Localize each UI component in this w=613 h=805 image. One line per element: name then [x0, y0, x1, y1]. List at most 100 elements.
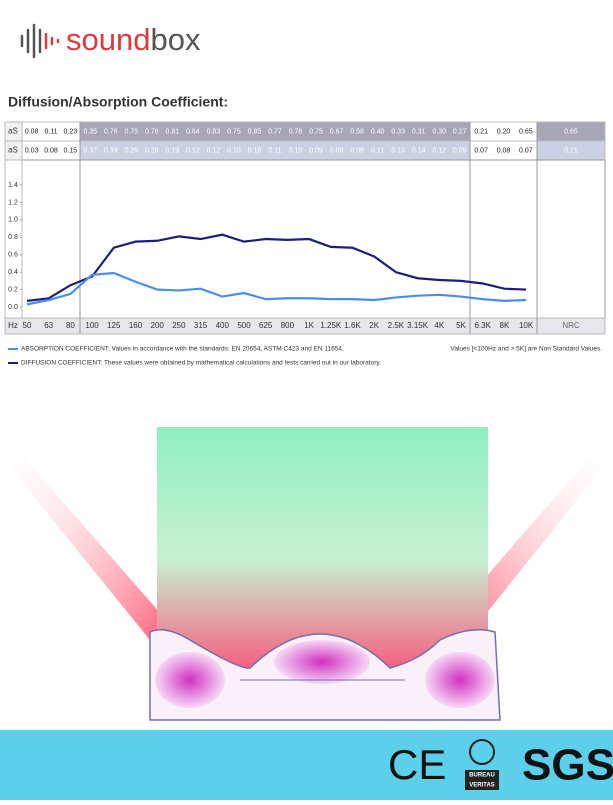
table-cell: 0.30 [432, 128, 446, 135]
y-tick-label: 0.4 [8, 269, 18, 276]
bv-box [465, 770, 499, 790]
y-tick-label: 0.6 [8, 252, 18, 259]
bv-a: BUREAU [469, 773, 495, 779]
table-cell: 0.07 [474, 147, 488, 154]
x-tick-label: 2K [369, 321, 379, 330]
table-cell: 0.11 [371, 147, 384, 154]
table-cell: 0.10 [227, 147, 241, 154]
table-cell: 0.08 [44, 147, 58, 154]
table-cell: 0.33 [391, 128, 405, 135]
x-tick-label: 315 [194, 321, 208, 330]
x-tick-label: 80 [66, 321, 75, 330]
x-tick-label: 2.5K [388, 321, 405, 330]
y-tick-label: 1.2 [8, 199, 18, 206]
table-cell: 0.09 [330, 147, 344, 154]
table-cell: 0.27 [453, 128, 467, 135]
y-tick-label: 1.0 [8, 217, 18, 224]
table-cell: 0.08 [497, 147, 511, 154]
bv-seal [469, 739, 495, 765]
table-cell: 0.12 [207, 147, 221, 154]
x-tick-label: 63 [44, 321, 53, 330]
series-line [26, 271, 527, 306]
y-tick-label: 1.4 [8, 182, 18, 189]
y-tick-label: 0.0 [8, 304, 18, 311]
table-cell: 0.14 [412, 147, 426, 154]
table-cell: 0.39 [104, 147, 118, 154]
table-cell: 0.20 [497, 128, 511, 135]
table-cell: 0.75 [125, 128, 139, 135]
table-cell: 0.11 [44, 128, 57, 135]
table-cell: 0.65 [564, 128, 578, 135]
table-cell: 0.21 [474, 128, 488, 135]
row-label: aS [8, 146, 18, 155]
sgs-mark: SGS [522, 741, 613, 790]
x-tick-label: 1K [304, 321, 314, 330]
table-cell: 0.23 [64, 128, 78, 135]
x-tick-label: 100 [85, 321, 99, 330]
table-cell: 0.29 [125, 147, 139, 154]
bv-b: VERITAS [469, 783, 495, 789]
table-cell: 0.19 [166, 147, 180, 154]
x-tick-label: 8K [500, 321, 510, 330]
table-cell: 0.13 [391, 147, 405, 154]
table-cell: 0.40 [371, 128, 385, 135]
x-tick-label: 5K [456, 321, 466, 330]
table-cell: 0.75 [227, 128, 241, 135]
x-tick-label: 500 [237, 321, 251, 330]
nrc-label: NRC [562, 321, 580, 330]
x-axis-label: Hz [8, 321, 18, 330]
table-cell: 0.76 [145, 128, 159, 135]
legend-label: DIFFUSION COEFFICIENT: These values were… [21, 360, 381, 367]
logo-text: soundbox [66, 22, 201, 57]
x-tick-label: 400 [216, 321, 230, 330]
table-cell: 0.20 [145, 147, 159, 154]
x-tick-label: 6.3K [474, 321, 491, 330]
table-cell: 0.11 [268, 147, 281, 154]
table-cell: 0.77 [268, 128, 282, 135]
table-cell: 0.81 [166, 128, 180, 135]
x-tick-label: 10K [519, 321, 534, 330]
table-cell: 0.10 [289, 147, 303, 154]
x-tick-label: 1.6K [344, 321, 361, 330]
table-cell: 0.35 [83, 128, 97, 135]
footer-bar [0, 730, 613, 800]
brand-a: sound [66, 22, 150, 57]
x-tick-label: 50 [23, 321, 32, 330]
x-tick-label: 250 [172, 321, 186, 330]
legend-label: ABSORPTION COEFFICIENT: Values in accord… [21, 346, 344, 353]
table-cell: 0.75 [309, 128, 323, 135]
plot-area [21, 159, 606, 319]
table-cell: 0.67 [330, 128, 344, 135]
table-cell: 0.08 [25, 128, 39, 135]
table-cell: 0.15 [64, 147, 78, 154]
table-cell: 0.03 [25, 147, 39, 154]
table-cell: 0.12 [186, 147, 200, 154]
x-tick-label: 800 [281, 321, 295, 330]
table-cell: 0.09 [309, 147, 323, 154]
table-cell: 0.07 [519, 147, 533, 154]
series-line [26, 233, 527, 302]
illustration [0, 427, 613, 721]
x-tick-label: 200 [151, 321, 165, 330]
table-cell: 0.09 [453, 147, 467, 154]
table-cell: 0.78 [289, 128, 303, 135]
y-tick-label: 0.2 [8, 286, 18, 293]
table-cell: 0.10 [248, 147, 262, 154]
table-cell: 0.08 [350, 147, 364, 154]
table-cell: 0.85 [248, 128, 262, 135]
table-cell: 0.37 [83, 147, 97, 154]
x-tick-label: 160 [129, 321, 143, 330]
row-label: aS [8, 127, 18, 136]
x-tick-label: 4K [434, 321, 444, 330]
chart-title: Diffusion/Absorption Coefficient: [8, 94, 228, 110]
x-tick-label: 3.15K [407, 321, 429, 330]
logo-icon [20, 23, 60, 59]
ce-mark: CE [388, 741, 446, 788]
brand-b: box [150, 22, 200, 57]
chart: aS 0.08 0.11 0.23 0.35 0.76 0.75 0.76 0.81 0.84 0.… [4, 121, 606, 367]
table-cell: 0.31 [412, 128, 426, 135]
table-cell: 0.83 [207, 128, 221, 135]
x-tick-label: 1.25K [320, 321, 342, 330]
